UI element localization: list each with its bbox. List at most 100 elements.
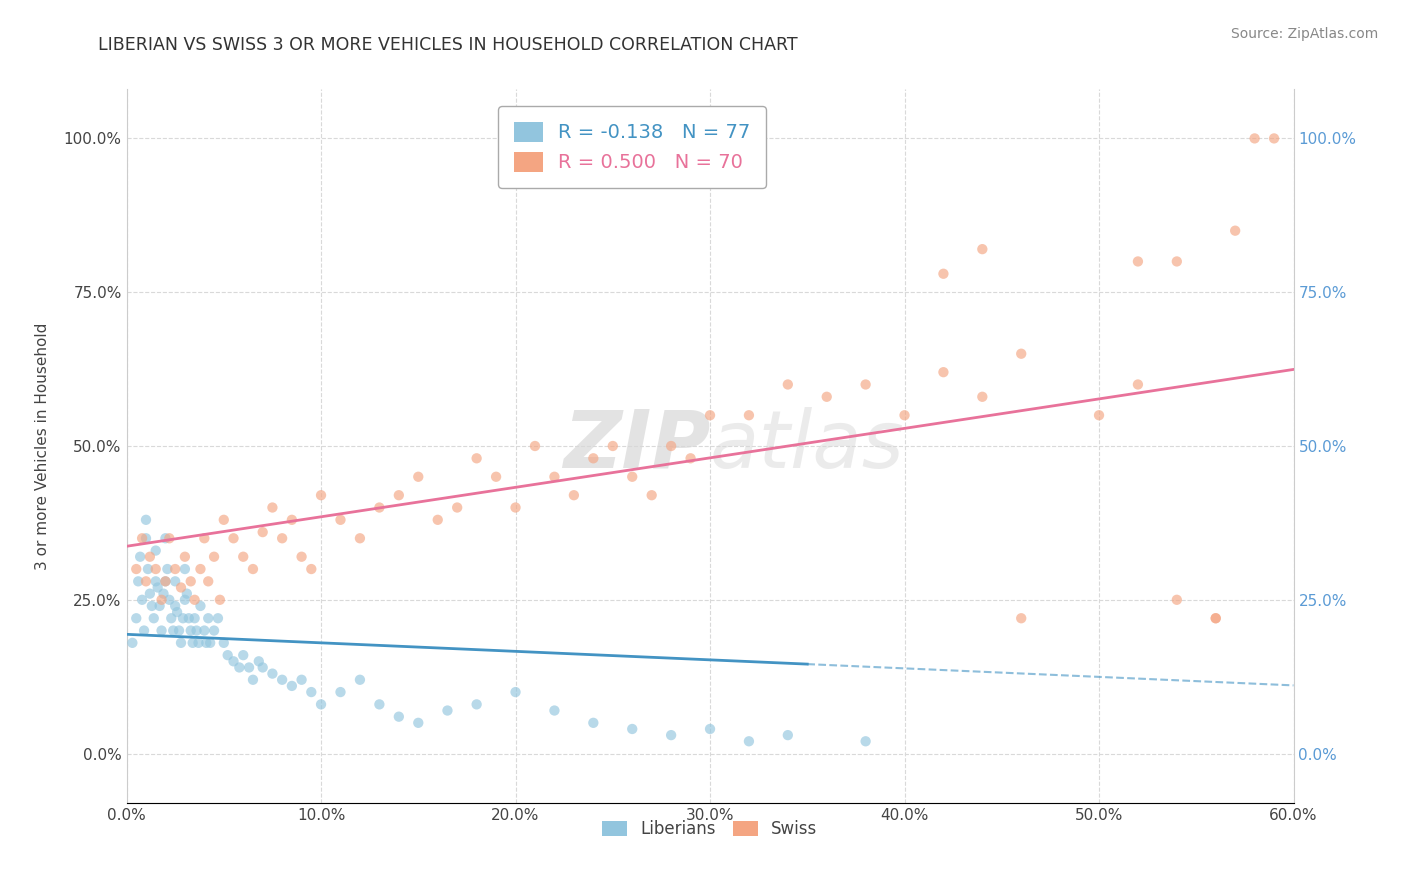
Point xyxy=(190,599,212,613)
Point xyxy=(132,624,155,638)
Point xyxy=(156,562,179,576)
Point xyxy=(582,715,605,730)
Point xyxy=(485,469,508,483)
Point xyxy=(299,562,322,576)
Point xyxy=(1126,254,1149,268)
Point xyxy=(145,574,167,589)
Point xyxy=(562,488,585,502)
Point xyxy=(135,513,157,527)
Point xyxy=(738,734,761,748)
Point xyxy=(252,660,274,674)
Point xyxy=(174,592,197,607)
Point xyxy=(855,734,877,748)
Point xyxy=(465,451,488,466)
Point xyxy=(1205,611,1227,625)
Point xyxy=(247,654,270,668)
Point xyxy=(228,660,250,674)
Point xyxy=(659,439,682,453)
Point xyxy=(177,611,200,625)
Point xyxy=(349,531,371,545)
Point xyxy=(181,636,204,650)
Point xyxy=(1166,254,1188,268)
Point xyxy=(1166,592,1188,607)
Point xyxy=(776,728,799,742)
Point xyxy=(776,377,799,392)
Point xyxy=(932,365,955,379)
Point xyxy=(195,636,218,650)
Point xyxy=(172,611,194,625)
Point xyxy=(659,728,682,742)
Point xyxy=(197,611,219,625)
Point xyxy=(166,605,188,619)
Point xyxy=(242,673,264,687)
Point xyxy=(281,679,304,693)
Point xyxy=(176,587,198,601)
Point xyxy=(1088,409,1111,423)
Point xyxy=(149,599,172,613)
Point xyxy=(180,624,202,638)
Point xyxy=(135,574,157,589)
Point xyxy=(131,531,153,545)
Point xyxy=(1263,131,1285,145)
Point xyxy=(155,531,177,545)
Point xyxy=(222,654,245,668)
Point xyxy=(523,439,546,453)
Point xyxy=(505,685,527,699)
Point xyxy=(150,624,173,638)
Point xyxy=(1223,224,1246,238)
Y-axis label: 3 or more Vehicles in Household: 3 or more Vehicles in Household xyxy=(35,322,49,570)
Point xyxy=(368,698,391,712)
Point xyxy=(309,488,332,502)
Point xyxy=(309,698,332,712)
Point xyxy=(281,513,304,527)
Point xyxy=(186,624,208,638)
Point xyxy=(162,624,184,638)
Point xyxy=(426,513,449,527)
Point xyxy=(165,599,187,613)
Point xyxy=(262,500,284,515)
Point xyxy=(125,611,148,625)
Point xyxy=(197,574,219,589)
Point xyxy=(238,660,260,674)
Point xyxy=(170,636,193,650)
Point xyxy=(1010,611,1032,625)
Point xyxy=(157,531,180,545)
Point xyxy=(145,543,167,558)
Point xyxy=(582,451,605,466)
Point xyxy=(190,562,212,576)
Text: ZIP: ZIP xyxy=(562,407,710,485)
Point xyxy=(152,587,174,601)
Point xyxy=(1205,611,1227,625)
Point xyxy=(1126,377,1149,392)
Point xyxy=(222,531,245,545)
Point xyxy=(252,525,274,540)
Point xyxy=(145,562,167,576)
Point xyxy=(139,587,162,601)
Point xyxy=(198,636,221,650)
Point xyxy=(129,549,152,564)
Point xyxy=(543,704,565,718)
Point xyxy=(142,611,165,625)
Point xyxy=(699,722,721,736)
Point xyxy=(165,562,187,576)
Point xyxy=(170,581,193,595)
Point xyxy=(141,599,163,613)
Point xyxy=(232,648,254,662)
Point xyxy=(1010,347,1032,361)
Point xyxy=(180,574,202,589)
Point xyxy=(207,611,229,625)
Point xyxy=(193,624,215,638)
Text: atlas: atlas xyxy=(710,407,905,485)
Point xyxy=(621,469,644,483)
Text: Source: ZipAtlas.com: Source: ZipAtlas.com xyxy=(1230,27,1378,41)
Point xyxy=(193,531,215,545)
Point xyxy=(436,704,458,718)
Point xyxy=(187,636,209,650)
Point xyxy=(349,673,371,687)
Point xyxy=(271,531,294,545)
Point xyxy=(127,574,149,589)
Point xyxy=(160,611,183,625)
Point xyxy=(738,409,761,423)
Point xyxy=(150,592,173,607)
Point xyxy=(165,574,187,589)
